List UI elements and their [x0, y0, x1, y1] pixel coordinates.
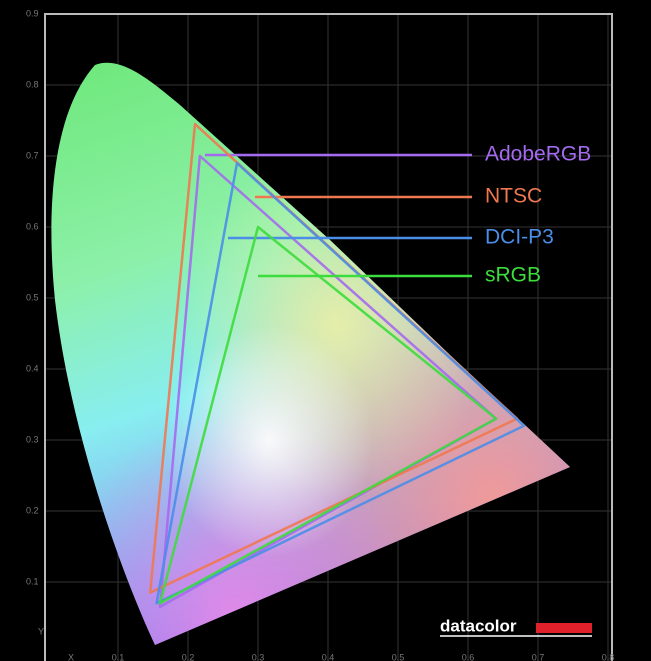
y-tick-label: 0.6	[26, 221, 39, 231]
y-axis-label: Y	[38, 626, 44, 636]
y-tick-label: 0.8	[26, 79, 39, 89]
y-tick-label: 0.4	[26, 363, 39, 373]
x-tick-label: 0.6	[462, 652, 475, 661]
legend-label: DCI-P3	[485, 226, 554, 249]
x-tick-label: 0.3	[252, 652, 265, 661]
watermark-bar	[536, 623, 592, 633]
gamut-triangle	[155, 161, 526, 605]
x-tick-label: 0.5	[392, 652, 405, 661]
y-tick-label: 0.2	[26, 505, 39, 515]
y-tick-label: 0.9	[26, 8, 39, 18]
x-tick-label: 0.7	[532, 652, 545, 661]
x-tick-label: 0.1	[112, 652, 125, 661]
legend-label: sRGB	[485, 264, 541, 287]
x-axis-label: X	[68, 652, 74, 661]
spectral-locus	[51, 62, 571, 645]
y-tick-label: 0.3	[26, 434, 39, 444]
legend-label: AdobeRGB	[485, 143, 591, 166]
legend-label: NTSC	[485, 185, 542, 208]
gamut-triangle	[158, 154, 498, 609]
y-tick-label: 0.5	[26, 292, 39, 302]
gamut-triangle	[158, 225, 498, 605]
x-tick-label: 0.4	[322, 652, 335, 661]
x-tick-label: 0.2	[182, 652, 195, 661]
y-tick-label: 0.1	[26, 576, 39, 586]
y-tick-label: 0.7	[26, 150, 39, 160]
x-tick-label: 0.8	[602, 652, 615, 661]
watermark: datacolor	[440, 616, 517, 635]
plot-frame	[44, 13, 613, 661]
